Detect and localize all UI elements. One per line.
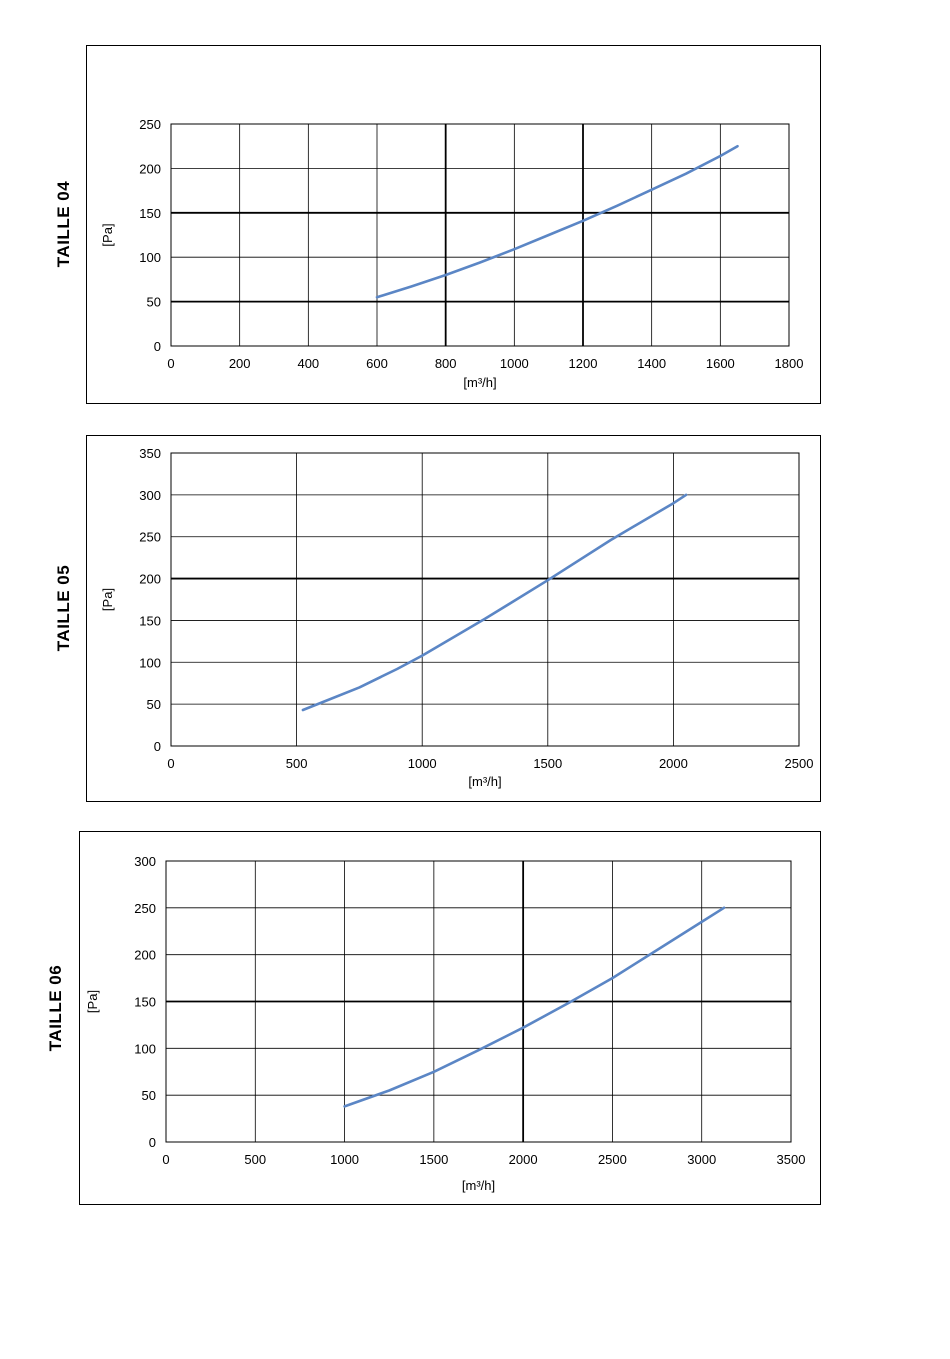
y-tick-label: 50 — [142, 1088, 156, 1103]
x-tick-label: 2500 — [785, 756, 814, 771]
y-tick-label: 0 — [154, 339, 161, 354]
chart-3: 0 500 1000 1500 2000 2500 3000 3500 0 50 100 150 200… — [85, 854, 805, 1193]
y-axis-label: [Pa] — [85, 990, 100, 1013]
y-tick-label: 200 — [139, 161, 161, 176]
x-tick-label: 600 — [366, 356, 388, 371]
y-tick-label: 100 — [139, 250, 161, 265]
y-tick-label: 350 — [139, 446, 161, 461]
chart-panel-taille-06 — [79, 831, 821, 1205]
x-tick-label: 1600 — [706, 356, 735, 371]
x-tick-label: 2500 — [598, 1152, 627, 1167]
x-tick-label: 1500 — [533, 756, 562, 771]
y-axis-label: [Pa] — [100, 223, 115, 246]
y-tick-label: 150 — [139, 613, 161, 628]
y-tick-label: 150 — [134, 995, 156, 1010]
chart-2: 0 500 1000 1500 2000 2500 0 50 100 150 200 250 300 35… — [100, 446, 813, 789]
x-tick-label: 0 — [167, 756, 174, 771]
y-tick-label: 150 — [139, 206, 161, 221]
y-tick-label: 100 — [139, 655, 161, 670]
y-tick-label: 250 — [134, 901, 156, 916]
series-line-1 — [301, 493, 688, 712]
x-tick-label: 1000 — [408, 756, 437, 771]
x-tick-label: 500 — [286, 756, 308, 771]
y-tick-label: 0 — [149, 1135, 156, 1150]
y-tick-label: 50 — [147, 295, 161, 310]
y-tick-label: 200 — [134, 948, 156, 963]
y-tick-label: 200 — [139, 572, 161, 587]
y-tick-label: 250 — [139, 530, 161, 545]
chart-panel-taille-05 — [86, 435, 821, 802]
x-tick-label: 2000 — [659, 756, 688, 771]
x-axis-label: [m³/h] — [462, 1178, 495, 1193]
plot-area — [170, 452, 800, 747]
x-tick-label: 200 — [229, 356, 251, 371]
y-tick-label: 100 — [134, 1041, 156, 1056]
x-tick-label: 800 — [435, 356, 457, 371]
y-tick-label: 300 — [134, 854, 156, 869]
series-line-1 — [375, 144, 739, 299]
x-tick-label: 1200 — [569, 356, 598, 371]
x-axis-label: [m³/h] — [463, 375, 496, 390]
y-tick-label: 50 — [147, 697, 161, 712]
series-line-1 — [343, 906, 726, 1108]
chart-1: 0 200 400 600 800 1000 1200 1400 1600 1800 0 50 100 1… — [100, 117, 803, 390]
plot-area — [170, 123, 790, 347]
x-tick-label: 500 — [244, 1152, 266, 1167]
chart-panel-taille-04 — [86, 45, 821, 404]
x-tick-label: 1400 — [637, 356, 666, 371]
y-tick-label: 0 — [154, 739, 161, 754]
y-tick-label: 300 — [139, 488, 161, 503]
y-axis-label: [Pa] — [100, 588, 115, 611]
x-tick-label: 2000 — [509, 1152, 538, 1167]
x-tick-label: 0 — [162, 1152, 169, 1167]
y-tick-label: 250 — [139, 117, 161, 132]
x-tick-label: 3000 — [687, 1152, 716, 1167]
x-tick-label: 1500 — [419, 1152, 448, 1167]
x-tick-label: 1800 — [775, 356, 804, 371]
x-tick-label: 0 — [167, 356, 174, 371]
x-tick-label: 3500 — [777, 1152, 806, 1167]
x-tick-label: 1000 — [330, 1152, 359, 1167]
x-axis-label: [m³/h] — [468, 774, 501, 789]
plot-area — [165, 860, 792, 1143]
x-tick-label: 1000 — [500, 356, 529, 371]
x-tick-label: 400 — [297, 356, 319, 371]
